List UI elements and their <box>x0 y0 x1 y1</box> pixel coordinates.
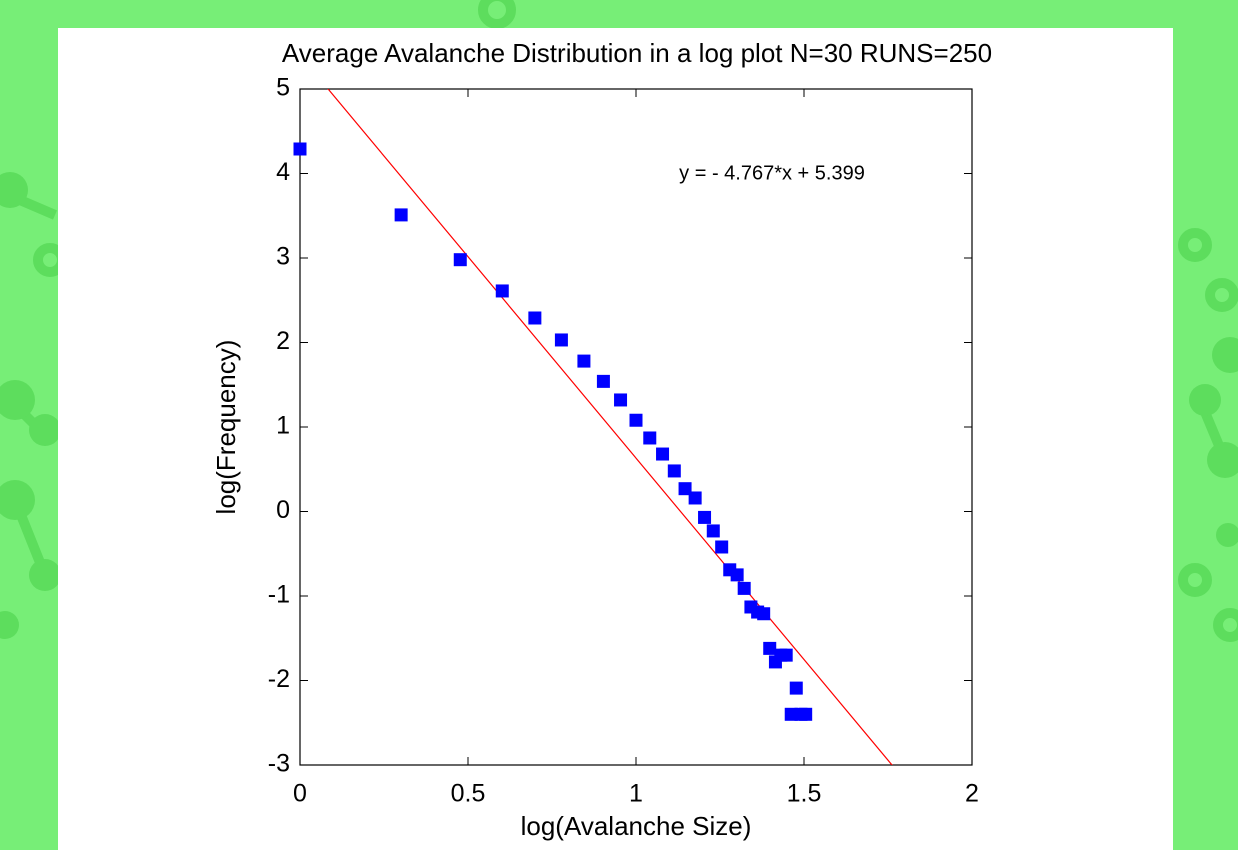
point <box>643 431 657 445</box>
fit-line <box>327 89 893 765</box>
point <box>678 482 692 496</box>
y-tick-label: 3 <box>276 243 290 271</box>
point <box>614 393 628 407</box>
point <box>706 524 720 538</box>
point <box>737 581 751 595</box>
y-tick-label: 4 <box>276 158 290 186</box>
x-tick-label: 2 <box>965 780 979 808</box>
x-tick-label: 0 <box>293 780 307 808</box>
x-tick-label: 1 <box>629 780 643 808</box>
background-dots <box>0 172 1238 639</box>
point <box>554 333 568 347</box>
point <box>656 447 670 461</box>
point <box>453 253 467 267</box>
y-tick-label: -1 <box>268 581 290 609</box>
y-tick-label: 0 <box>276 496 290 524</box>
plot-area <box>327 89 893 765</box>
point <box>629 413 643 427</box>
y-tick-label: 1 <box>276 412 290 440</box>
y-axis-label: log(Frequency) <box>211 340 241 515</box>
point <box>799 707 813 721</box>
chart-title: Average Avalanche Distribution in a log … <box>282 38 992 68</box>
point <box>779 648 793 662</box>
point <box>394 208 408 222</box>
y-tick-label: 5 <box>276 74 290 102</box>
y-tick-label: 2 <box>276 327 290 355</box>
point <box>596 374 610 388</box>
x-tick-label: 1.5 <box>787 780 822 808</box>
point <box>763 641 777 655</box>
x-axis-label: log(Avalanche Size) <box>521 811 752 841</box>
x-tick-label: 0.5 <box>451 780 486 808</box>
point <box>528 311 542 325</box>
point <box>688 491 702 505</box>
y-tick-label: -3 <box>268 750 290 778</box>
point <box>667 464 681 478</box>
point <box>715 540 729 554</box>
point <box>293 142 307 156</box>
point <box>730 568 744 582</box>
point <box>577 354 591 368</box>
y-tick-label: -2 <box>268 665 290 693</box>
point <box>495 284 509 298</box>
panel <box>58 28 1173 850</box>
point <box>698 510 712 524</box>
point <box>757 607 771 621</box>
point <box>789 681 803 695</box>
fit-annotation: y = - 4.767*x + 5.399 <box>679 162 865 184</box>
